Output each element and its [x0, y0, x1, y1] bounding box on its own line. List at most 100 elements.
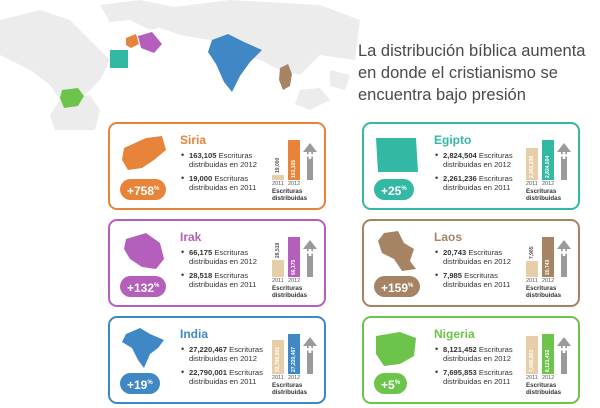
- card-siria: +758% Siria 163,105 Escrituras distribui…: [108, 122, 326, 210]
- bar-2011: [272, 340, 284, 374]
- label-2012-pre: Escrituras: [218, 151, 253, 160]
- value-2011: 7,695,853: [443, 368, 477, 377]
- up-arrow-icon: [303, 240, 317, 277]
- map-laos: [279, 64, 292, 90]
- label-2012: distribuidas en 2012: [189, 160, 257, 169]
- caption-line-1: Escrituras: [526, 382, 557, 389]
- year-label-2012: 2012: [288, 278, 301, 284]
- up-arrow-icon: [557, 143, 571, 180]
- growth-value: +5: [381, 378, 395, 392]
- stat-2011: 22,790,001 Escrituras distribuidas en 20…: [181, 368, 281, 386]
- year-label-2011: 2011: [526, 278, 538, 284]
- label-2011: distribuidas en 2011: [189, 377, 257, 386]
- stat-2011: 7,985 Escrituras distribuidas en 2011: [435, 271, 535, 289]
- caption-line-2: distribuidas: [526, 195, 562, 202]
- chart-caption: Escrituras distribuidas: [272, 382, 322, 396]
- growth-percent-sign: %: [408, 283, 414, 289]
- up-arrow-icon: [303, 337, 317, 374]
- value-2012: 27,220,467: [189, 345, 228, 354]
- caption-line-2: distribuidas: [272, 389, 308, 396]
- chart-caption: Escrituras distribuidas: [272, 285, 322, 299]
- growth-badge: +19%: [120, 373, 160, 394]
- year-label-2011: 2011: [272, 375, 284, 381]
- stats-list: 163,105 Escrituras distribuidas en 2012 …: [181, 151, 281, 197]
- growth-percent-sign: %: [154, 186, 160, 192]
- country-name: Laos: [434, 230, 463, 244]
- stats-list: 8,121,452 Escrituras distribuidas en 201…: [435, 345, 535, 391]
- card-laos: +159% Laos 20,743 Escrituras distribuida…: [362, 219, 580, 307]
- bar-2012: [288, 334, 300, 374]
- value-2011: 28,518: [189, 271, 213, 280]
- chart-caption: Escrituras distribuidas: [526, 285, 576, 299]
- label-2011: distribuidas en 2011: [443, 183, 511, 192]
- bar-chart: 7,985 20,743 2011 2012 Escrituras distri…: [524, 227, 578, 307]
- year-label-2011: 2011: [272, 181, 284, 187]
- bar-label-2011: 22,790,001: [275, 346, 281, 372]
- stats-list: 27,220,467 Escrituras distribuidas en 20…: [181, 345, 281, 391]
- up-arrow-icon: [557, 240, 571, 277]
- year-label-2011: 2011: [526, 375, 538, 381]
- value-2012: 8,121,452: [443, 345, 477, 354]
- bar-label-2011: 28,518: [275, 242, 281, 258]
- world-map: [0, 0, 360, 130]
- map-iraq: [138, 32, 162, 53]
- country-name: Irak: [180, 230, 202, 244]
- bar-chart: 28,518 66,175 2011 2012 Escrituras distr…: [270, 227, 324, 307]
- label-2012-pre: Escrituras: [214, 248, 249, 257]
- card-india: +19% India 27,220,467 Escrituras distrib…: [108, 316, 326, 404]
- bar-chart: 7,695,853 8,121,452 2011 2012 Escrituras…: [524, 324, 578, 404]
- growth-badge: +132%: [120, 276, 167, 297]
- label-2011-pre: Escrituras: [478, 368, 513, 377]
- label-2011: distribuidas en 2011: [189, 183, 257, 192]
- growth-percent-sign: %: [154, 283, 160, 289]
- headline-line-3: encuentra bajo presión: [358, 86, 526, 104]
- year-label-2012: 2012: [288, 375, 301, 381]
- growth-badge: +758%: [120, 179, 167, 200]
- bar-label-2012: 27,220,467: [291, 346, 297, 372]
- bar-2011: [526, 261, 538, 277]
- nigeria-shape-icon: [376, 332, 416, 366]
- label-2012-pre: Escrituras: [478, 345, 513, 354]
- label-2011: distribuidas en 2011: [189, 280, 257, 289]
- bar-label-2012: 66,175: [291, 259, 297, 275]
- caption-line-2: distribuidas: [526, 292, 562, 299]
- stat-2011: 2,261,236 Escrituras distribuidas en 201…: [435, 174, 535, 192]
- label-2011-pre: Escrituras: [464, 271, 498, 280]
- caption-line-1: Escrituras: [526, 188, 557, 195]
- laos-shape-icon: [378, 231, 416, 271]
- growth-value: +25: [381, 184, 402, 198]
- egypt-shape-icon: [376, 138, 418, 172]
- caption-line-1: Escrituras: [272, 188, 303, 195]
- chart-caption: Escrituras distribuidas: [526, 188, 576, 202]
- growth-badge: +25%: [374, 179, 414, 200]
- map-syria: [126, 34, 139, 48]
- value-2012: 20,743: [443, 248, 467, 257]
- caption-line-1: Escrituras: [272, 285, 303, 292]
- bar-2012: [288, 237, 300, 277]
- stats-list: 2,824,504 Escrituras distribuidas en 201…: [435, 151, 535, 197]
- caption-line-2: distribuidas: [272, 292, 308, 299]
- caption-line-1: Escrituras: [272, 382, 303, 389]
- value-2012: 163,105: [189, 151, 217, 160]
- label-2011-pre: Escrituras: [229, 368, 263, 377]
- label-2011: distribuidas en 2011: [443, 280, 511, 289]
- stat-2012: 163,105 Escrituras distribuidas en 2012: [181, 151, 281, 169]
- label-2012: distribuidas en 2012: [189, 257, 257, 266]
- stat-2011: 28,518 Escrituras distribuidas en 2011: [181, 271, 281, 289]
- card-egipto: +25% Egipto 2,824,504 Escrituras distrib…: [362, 122, 580, 210]
- growth-value: +19: [127, 378, 148, 392]
- value-2012: 66,175: [189, 248, 213, 257]
- stat-2012: 20,743 Escrituras distribuidas en 2012: [435, 248, 535, 266]
- card-nigeria: +5% Nigeria 8,121,452 Escrituras distrib…: [362, 316, 580, 404]
- bar-label-2011: 2,261,236: [529, 155, 535, 178]
- bar-label-2012: 20,743: [545, 259, 551, 275]
- growth-percent-sign: %: [401, 186, 407, 192]
- bar-chart: 2,261,236 2,824,504 2011 2012 Escrituras…: [524, 130, 578, 210]
- bar-2011: [526, 148, 538, 180]
- stat-2012: 66,175 Escrituras distribuidas en 2012: [181, 248, 281, 266]
- headline-line-2: en donde el cristianismo se: [358, 64, 558, 82]
- year-label-2011: 2011: [272, 278, 284, 284]
- caption-line-2: distribuidas: [272, 195, 308, 202]
- growth-percent-sign: %: [394, 380, 401, 386]
- growth-badge: +159%: [374, 276, 421, 297]
